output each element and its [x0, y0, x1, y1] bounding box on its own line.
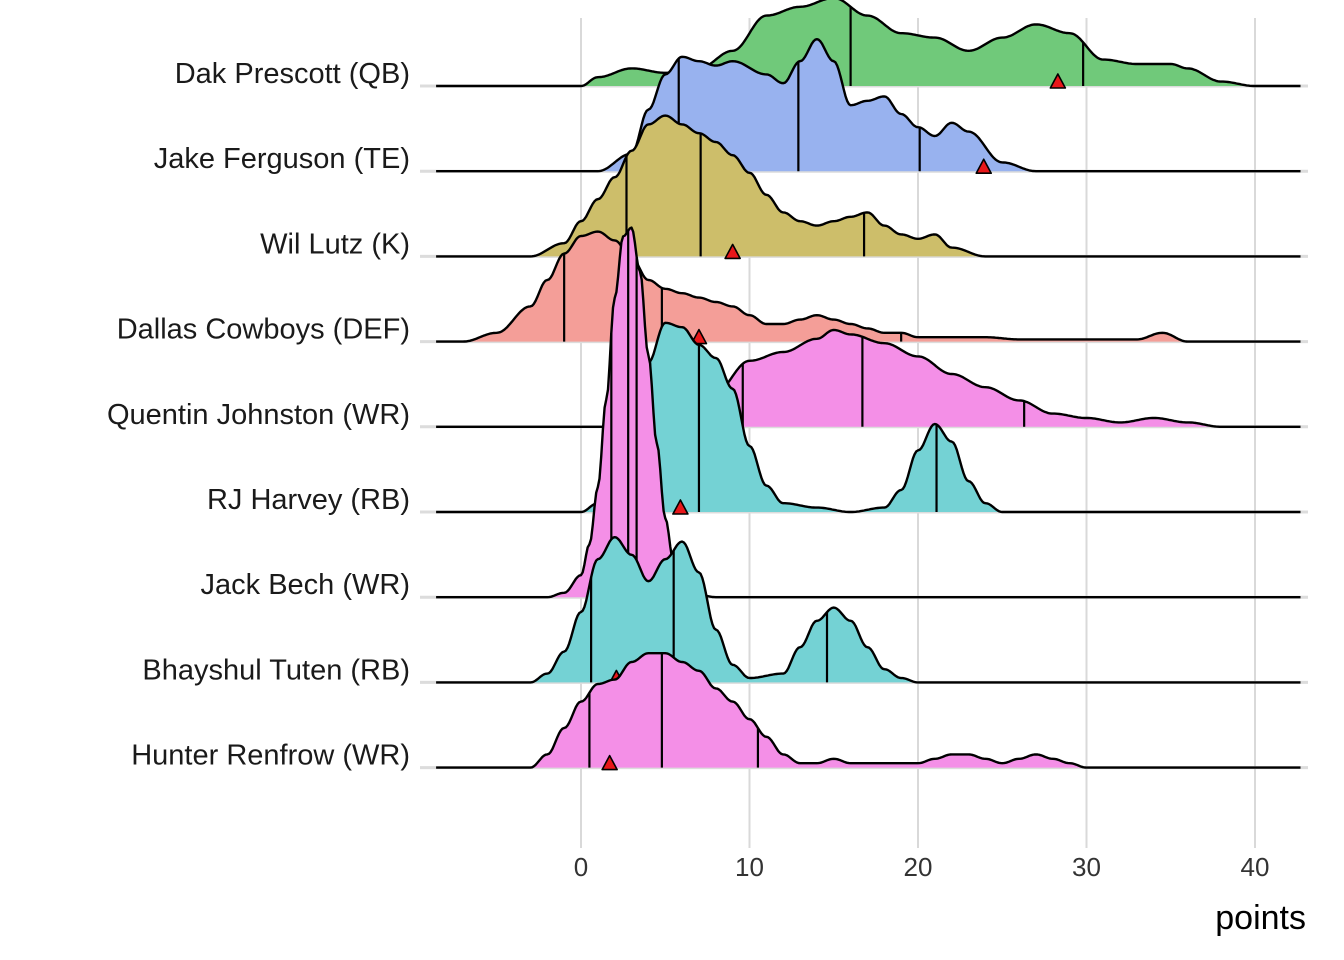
ridge-row [420, 0, 1308, 89]
ridge-density-outline [436, 536, 1301, 684]
ridge-density-fill [436, 115, 1301, 257]
y-category-label: Jack Bech (WR) [201, 569, 410, 601]
y-category-label: Jake Ferguson (TE) [154, 143, 410, 175]
ridge-density-outline [436, 652, 1301, 769]
labels-layer: 0 10 20 30 40 Dak Prescott (QB) Jake Ferguson … [107, 58, 1269, 882]
ridge-density-fill [436, 0, 1301, 86]
y-category-label: Bhayshul Tuten (RB) [142, 654, 410, 686]
marker-triangle [724, 243, 741, 260]
ridge-density-fill [436, 231, 1301, 342]
marker-triangle [1049, 73, 1067, 89]
ridge-density-outline [436, 328, 1301, 428]
ridge-density-fill [436, 227, 1301, 598]
ridge-density-outline [436, 226, 1301, 599]
ridge-density-fill [436, 653, 1301, 768]
marker-triangle [672, 499, 689, 515]
ridge-density-fill [436, 330, 1301, 427]
y-category-label: Hunter Renfrow (WR) [131, 740, 410, 772]
ridge-density-outline [436, 38, 1301, 173]
ridge-density-fill [436, 537, 1301, 683]
x-tick-label: 40 [1241, 852, 1270, 882]
marker-triangle [975, 158, 993, 174]
ridge-density-outline [436, 114, 1301, 258]
ridge-row [420, 328, 1308, 430]
y-category-label: Dallas Cowboys (DEF) [117, 314, 410, 346]
ridge-row [420, 536, 1308, 686]
x-tick-label: 20 [904, 852, 933, 882]
ridge-row [420, 226, 1308, 601]
x-tick-label: 10 [735, 852, 764, 882]
x-axis-label: points [1215, 899, 1306, 937]
x-tick-label: 0 [574, 852, 588, 882]
ridge-density-outline [436, 0, 1301, 88]
ridge-row [420, 652, 1308, 771]
y-category-label: RJ Harvey (RB) [207, 484, 410, 516]
y-category-label: Quentin Johnston (WR) [107, 399, 410, 431]
y-category-label: Wil Lutz (K) [260, 228, 410, 260]
x-tick-label: 30 [1072, 852, 1101, 882]
ridge-density-outline [436, 230, 1301, 343]
marker-triangle [601, 754, 618, 771]
ridge-density-outline [436, 321, 1301, 514]
y-category-label: Dak Prescott (QB) [175, 58, 410, 90]
ridges-layer [420, 0, 1308, 771]
